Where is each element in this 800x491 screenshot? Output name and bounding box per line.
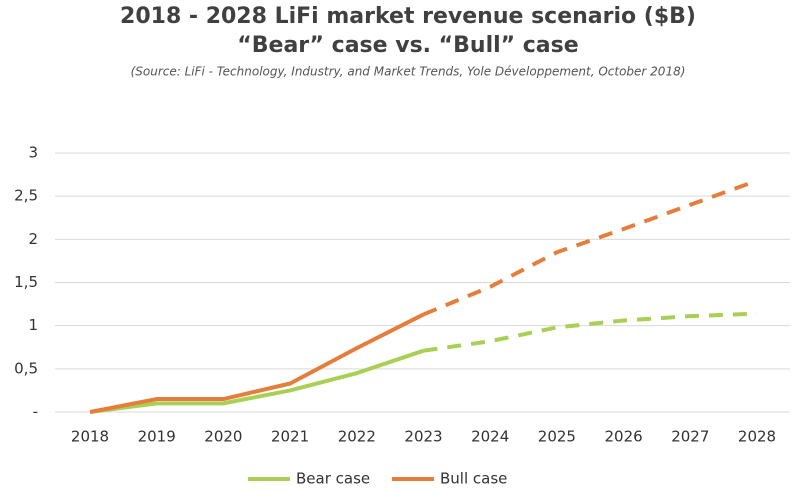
line: [89, 312, 425, 414]
chart-subtitle: “Bear” case vs. “Bull” case: [237, 33, 578, 58]
x-tick-label: 2024: [471, 428, 509, 446]
y-tick-label: 2: [28, 230, 38, 248]
forecast-line: [422, 178, 758, 317]
legend-label: Bear case: [296, 470, 370, 488]
x-tick-label: 2023: [404, 428, 442, 446]
y-tick-label: 1,5: [14, 273, 38, 291]
y-tick-label: 3: [28, 144, 38, 162]
line: [89, 348, 425, 414]
forecast-line: [423, 311, 758, 353]
x-tick-label: 2019: [138, 428, 176, 446]
x-tick-label: 2021: [271, 428, 309, 446]
x-tick-label: 2025: [538, 428, 576, 446]
x-tick-label: 2022: [338, 428, 376, 446]
x-tick-label: 2018: [71, 428, 109, 446]
y-tick-label: 2,5: [14, 187, 38, 205]
y-tick-label: -: [33, 403, 38, 421]
chart-source: (Source: LiFi - Technology, Industry, an…: [131, 65, 686, 79]
x-tick-label: 2028: [738, 428, 776, 446]
chart-title: 2018 - 2028 LiFi market revenue scenario…: [120, 4, 696, 29]
x-tick-label: 2026: [605, 428, 643, 446]
x-tick-label: 2027: [671, 428, 709, 446]
x-tick-label: 2020: [204, 428, 242, 446]
y-tick-label: 1: [28, 316, 38, 334]
legend-label: Bull case: [440, 470, 507, 488]
y-tick-label: 0,5: [14, 359, 38, 377]
